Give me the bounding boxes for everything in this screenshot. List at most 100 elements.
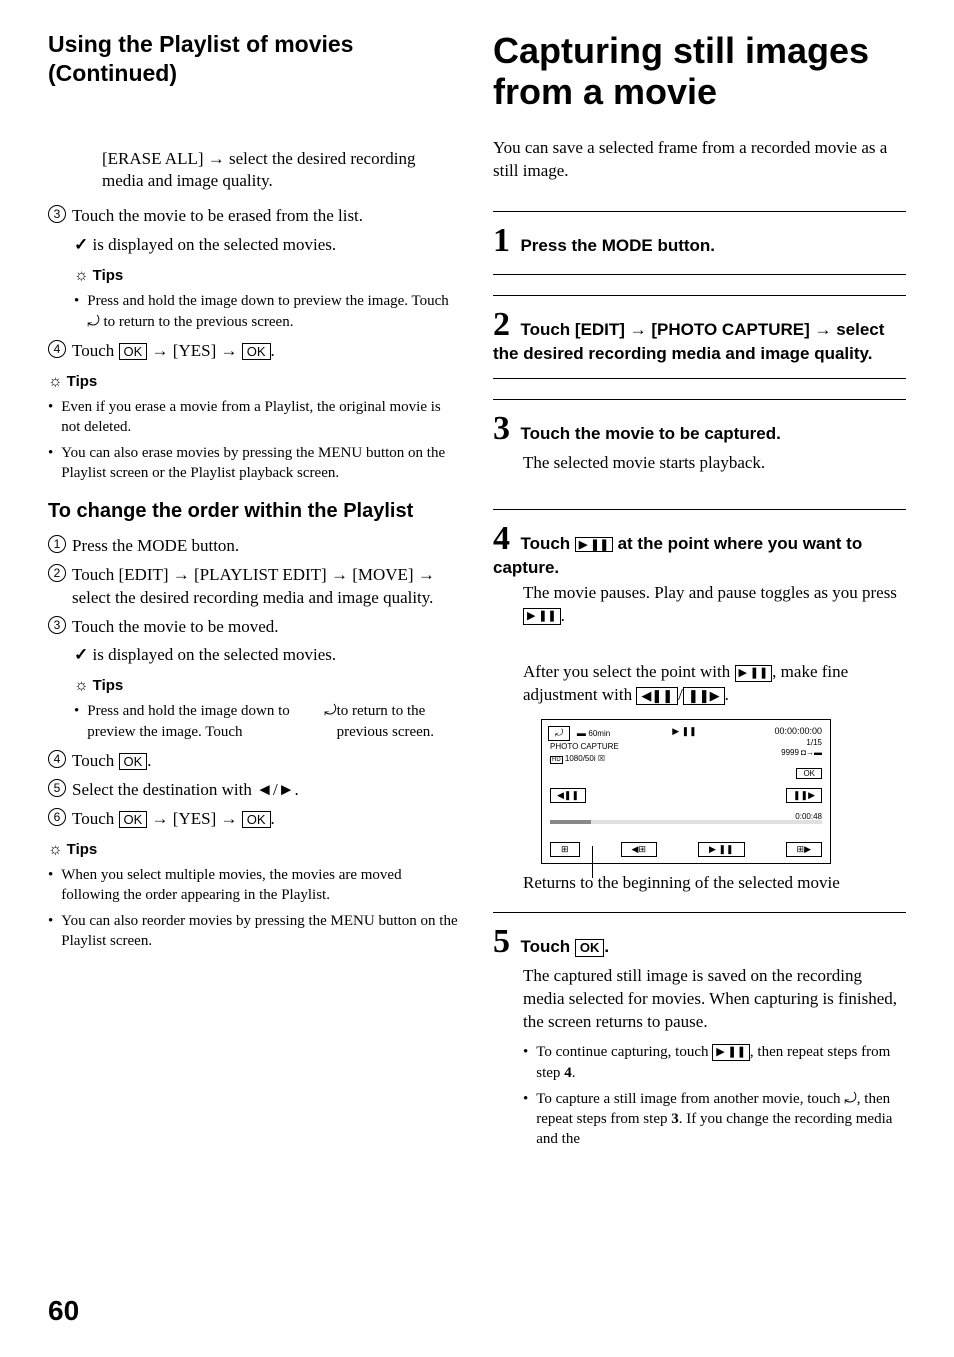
tips-heading-3: ☼Tips	[74, 677, 461, 695]
tip-multi-text: When you select multiple movies, the mov…	[61, 865, 461, 906]
tip-reorder-text: You can also reorder movies by pressing …	[61, 911, 461, 952]
ok-box: OK	[119, 343, 148, 361]
step3-label: Touch the movie to be captured.	[520, 424, 780, 443]
step4-end: .	[271, 341, 275, 360]
step-3-erase: 3 Touch the movie to be erased from the …	[48, 205, 461, 228]
order5-end: .	[295, 780, 299, 799]
step4-a: Touch	[520, 534, 574, 553]
s5b1a: To continue capturing, touch	[536, 1044, 712, 1060]
order-2: 2 Touch [EDIT] → [PLAYLIST EDIT] → [MOVE…	[48, 564, 461, 610]
lightbulb-icon-4: ☼	[48, 841, 63, 859]
tip-erase-orig: • Even if you erase a movie from a Playl…	[48, 397, 461, 438]
order4-end: .	[147, 751, 151, 770]
tip-multi: • When you select multiple movies, the m…	[48, 865, 461, 906]
step1-label: Press the MODE button.	[520, 236, 715, 255]
return-icon: ⤾	[87, 312, 100, 332]
ss-back-btn: ⤾	[548, 726, 570, 741]
step5-body: The captured still image is saved on the…	[523, 965, 906, 1034]
right-arrow-icon: ►	[278, 779, 295, 802]
ss-btn-4: ⊞▶	[786, 842, 822, 857]
lightbulb-icon-2: ☼	[48, 373, 63, 391]
step-5: 5 Touch OK. The captured still image is …	[493, 912, 906, 1149]
tip-erase-orig-text: Even if you erase a movie from a Playlis…	[61, 397, 461, 438]
order5-text: Select the destination with	[72, 780, 256, 799]
frame-back-box: ◀❚❚	[636, 687, 678, 705]
order-4: 4 Touch OK.	[48, 750, 461, 773]
order-3: 3 Touch the movie to be moved.	[48, 616, 461, 639]
circled-3: 3	[48, 205, 66, 223]
ok-box-2: OK	[242, 343, 271, 361]
step-4-erase: 4 Touch OK → [YES] → OK.	[48, 340, 461, 363]
return-icon-3: ⤾	[844, 1089, 857, 1109]
ok-box-3: OK	[119, 753, 148, 771]
left-arrow-icon: ◄	[256, 779, 273, 802]
order6-text: Touch	[72, 809, 119, 828]
tips-label-1: Tips	[93, 267, 124, 284]
step3-sub: ✓ is displayed on the selected movies.	[74, 234, 461, 257]
ss-hd: 1080/50i	[565, 754, 596, 763]
ss-battery: 60min	[588, 729, 610, 738]
tips-label-4: Tips	[67, 841, 98, 858]
s5b1e: .	[572, 1065, 576, 1081]
ss-info1: 1/15	[781, 738, 822, 748]
step4-body-a: The movie pauses. Play and pause toggles…	[523, 583, 897, 602]
ss-frame-left: ◀❚❚	[550, 788, 586, 803]
page-number: 60	[48, 1295, 79, 1327]
order3-sub-text: is displayed on the selected movies.	[88, 645, 336, 664]
main-title: Capturing still images from a movie	[493, 30, 906, 113]
ss-pc: PHOTO CAPTURE	[550, 742, 619, 751]
order4-text: Touch	[72, 751, 119, 770]
step4-text: Touch	[72, 341, 119, 360]
step4-yes: → [YES] →	[147, 341, 241, 360]
tip-preview-1: Press and hold the image down to preview…	[87, 293, 449, 309]
tips-heading-2: ☼Tips	[48, 373, 461, 391]
order-6: 6 Touch OK → [YES] → OK.	[48, 808, 461, 831]
order3-sub: ✓ is displayed on the selected movies.	[74, 644, 461, 667]
ss-elapsed: 0:00:48	[795, 812, 822, 821]
step-4: 4 Touch ▶ ❚❚ at the point where you want…	[493, 509, 906, 642]
left-column: Using the Playlist of movies (Continued)…	[48, 30, 461, 1170]
lightbulb-icon: ☼	[74, 267, 89, 285]
step-2: 2 Touch [EDIT] → [PHOTO CAPTURE] → selec…	[493, 295, 906, 379]
tip-preview: • Press and hold the image down to previ…	[74, 291, 461, 332]
circled-4: 4	[48, 340, 66, 358]
ok-box-4: OK	[119, 811, 148, 829]
play-pause-icon-4: ▶ ❚❚	[712, 1044, 750, 1061]
tip-reorder: • You can also reorder movies by pressin…	[48, 911, 461, 952]
tips-label-3: Tips	[93, 677, 124, 694]
after-c: .	[725, 685, 729, 704]
checkmark-icon-2: ✓	[74, 645, 88, 664]
tip-erase-menu-text: You can also erase movies by pressing th…	[61, 443, 461, 484]
ss-ok: OK	[796, 768, 822, 779]
erase-all-text: [ERASE ALL] → select the desired recordi…	[102, 148, 461, 194]
circled-4b: 4	[48, 750, 66, 768]
order-5: 5 Select the destination with ◄/►.	[48, 779, 461, 802]
s5b2a: To capture a still image from another mo…	[536, 1091, 844, 1107]
step3-text: Touch the movie to be erased from the li…	[72, 205, 461, 228]
ss-btn-2: ◀⊞	[621, 842, 657, 857]
capture-screenshot: ⤾ ▬ 60min ▶ ❚❚ 00:00:00:00 1/15 9999 ◘→▬…	[541, 719, 831, 864]
ss-btn-1: ⊞	[550, 842, 580, 857]
tip-preview-2b-b: to return to the previous screen.	[337, 701, 461, 742]
order3-text: Touch the movie to be moved.	[72, 616, 461, 639]
subheading-order: To change the order within the Playlist	[48, 500, 461, 523]
circled-5: 5	[48, 779, 66, 797]
frame-fwd-box: ❚❚▶	[683, 687, 725, 705]
step5-a: Touch	[520, 937, 574, 956]
cont-title-line2: (Continued)	[48, 60, 177, 86]
s5b2n: 3	[671, 1111, 679, 1127]
order6-end: .	[271, 809, 275, 828]
screenshot-caption: Returns to the beginning of the selected…	[523, 872, 906, 894]
order6-yes: → [YES] →	[147, 809, 241, 828]
step-3: 3 Touch the movie to be captured. The se…	[493, 399, 906, 489]
ss-timecode: 00:00:00:00	[774, 726, 822, 736]
order1-text: Press the MODE button.	[72, 535, 461, 558]
step-num-2: 2	[493, 306, 510, 343]
ss-frame-right: ❚❚▶	[786, 788, 822, 803]
step5-end: .	[604, 937, 609, 956]
ss-info2: 9999	[781, 748, 799, 757]
cont-title-line1: Using the Playlist of movies	[48, 31, 353, 57]
order2-text: Touch [EDIT] → [PLAYLIST EDIT] → [MOVE] …	[72, 564, 461, 610]
continued-title: Using the Playlist of movies (Continued)	[48, 30, 461, 88]
play-pause-icon-2: ▶ ❚❚	[523, 608, 561, 625]
